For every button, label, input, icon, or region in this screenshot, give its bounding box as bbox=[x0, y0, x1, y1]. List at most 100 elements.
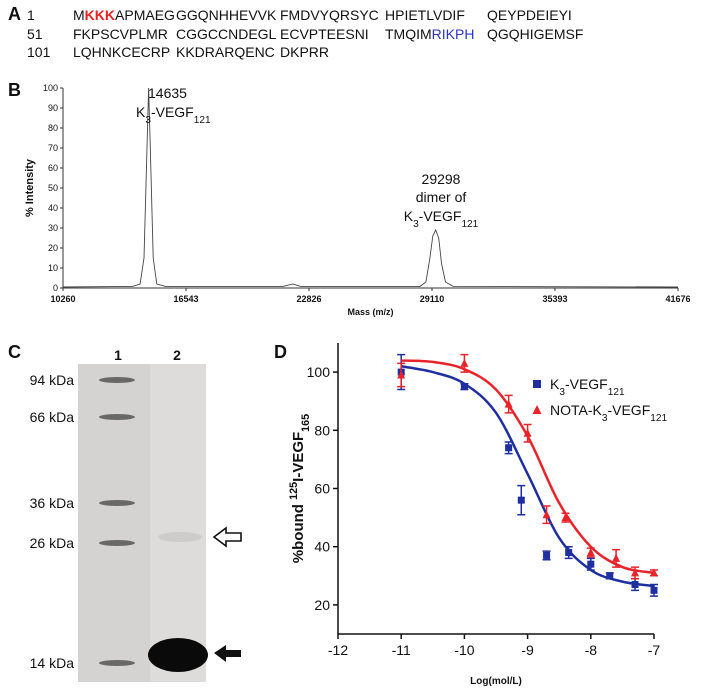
text-part: 121 bbox=[650, 413, 667, 424]
text-part: KKK bbox=[85, 7, 115, 23]
legend-label: K3-VEGF121 bbox=[550, 376, 625, 398]
x-axis-label: Log(mol/L) bbox=[470, 676, 522, 687]
text-part: 121 bbox=[194, 115, 211, 126]
text-part: 3 bbox=[559, 387, 565, 398]
panel-label: A bbox=[8, 4, 21, 24]
data-point bbox=[650, 586, 658, 594]
y-tick-label: 10 bbox=[48, 263, 58, 273]
x-tick-label: -12 bbox=[328, 642, 348, 658]
text-part: DKPRR bbox=[280, 44, 329, 60]
text-part: 3 bbox=[145, 115, 151, 126]
y-tick-label: 80 bbox=[48, 123, 58, 133]
data-point bbox=[460, 383, 468, 391]
lane-label: 2 bbox=[173, 347, 181, 363]
lane-label: 1 bbox=[114, 347, 122, 363]
data-point bbox=[650, 568, 658, 577]
panel-label: B bbox=[8, 80, 21, 100]
y-tick-label: 80 bbox=[314, 422, 330, 438]
y-tick-label: 60 bbox=[314, 481, 330, 497]
sequence-group: FKPSCVPLMR bbox=[73, 26, 168, 42]
x-tick-label: 41676 bbox=[665, 294, 690, 304]
text-part: RIKPH bbox=[432, 26, 475, 42]
sequence-group: MKKKAPMAEG bbox=[73, 7, 175, 23]
x-tick-label: 35393 bbox=[542, 294, 567, 304]
text-part: 121 bbox=[608, 387, 625, 398]
x-tick-label: -9 bbox=[521, 642, 534, 658]
marker-band bbox=[99, 377, 135, 383]
sequence-group: HPIETLVDIF bbox=[385, 7, 465, 23]
marker-label: 66 kDa bbox=[30, 409, 75, 425]
data-point bbox=[523, 428, 532, 437]
text-part: 165 bbox=[300, 414, 312, 432]
x-tick-label: -11 bbox=[392, 642, 411, 658]
data-point bbox=[561, 513, 570, 522]
legend-marker bbox=[532, 405, 542, 414]
sequence-group: QGQHIGEMSF bbox=[487, 26, 583, 42]
x-tick-label: -7 bbox=[648, 642, 661, 658]
x-tick-label: -8 bbox=[585, 642, 598, 658]
solid-arrow bbox=[214, 645, 241, 662]
sequence-group: GGQNHHEVVK bbox=[176, 7, 277, 23]
text-part: 121 bbox=[461, 219, 478, 230]
text-part: QEYPDEIEYI bbox=[487, 7, 572, 23]
sequence-group: CGGCCNDEGL bbox=[176, 26, 277, 42]
text-part: QGQHIGEMSF bbox=[487, 26, 583, 42]
y-tick-label: 100 bbox=[307, 364, 331, 380]
sequence-group: ECVPTEESNI bbox=[280, 26, 369, 42]
text-part: I-VEGF bbox=[290, 432, 307, 482]
text-part: 29298 bbox=[422, 171, 461, 187]
sequence-group: TMQIMRIKPH bbox=[385, 26, 474, 42]
data-point bbox=[631, 568, 640, 577]
residue-number: 51 bbox=[27, 26, 43, 42]
text-part: K bbox=[550, 376, 560, 392]
text-part: NOTA-K bbox=[550, 402, 603, 418]
y-tick-label: 20 bbox=[48, 243, 58, 253]
y-tick-label: 30 bbox=[48, 223, 58, 233]
text-part: FKPSCVPLMR bbox=[73, 26, 168, 42]
data-point bbox=[631, 581, 639, 589]
y-tick-label: 40 bbox=[314, 539, 330, 555]
sequence-group: QEYPDEIEYI bbox=[487, 7, 572, 23]
x-axis-label: Mass (m/z) bbox=[347, 307, 393, 317]
y-tick-label: 70 bbox=[48, 143, 58, 153]
data-point bbox=[543, 551, 551, 559]
text-part: -VEGF bbox=[151, 104, 194, 120]
data-point bbox=[504, 399, 513, 408]
y-tick-label: 50 bbox=[48, 183, 58, 193]
sequence-group: FMDVYQRSYC bbox=[280, 7, 379, 23]
text-part: CGGCCNDEGL bbox=[176, 26, 277, 42]
text-part: ECVPTEESNI bbox=[280, 26, 369, 42]
y-tick-label: 0 bbox=[53, 283, 58, 293]
legend-marker bbox=[533, 380, 541, 388]
data-point bbox=[517, 496, 525, 504]
text-part: M bbox=[73, 7, 85, 23]
y-axis-label: % Intensity bbox=[24, 158, 36, 217]
gel-lane-background bbox=[150, 364, 206, 682]
y-axis-label: %bound 125I-VEGF165 bbox=[288, 414, 312, 563]
x-tick-label: 10260 bbox=[50, 294, 75, 304]
text-part: -VEGF bbox=[419, 208, 462, 224]
sequence-group: DKPRR bbox=[280, 44, 329, 60]
marker-band bbox=[99, 660, 135, 666]
x-tick-label: 22826 bbox=[296, 294, 321, 304]
text-part: %bound bbox=[290, 500, 307, 563]
x-tick-label: 16543 bbox=[173, 294, 198, 304]
peak-annotation: 29298 bbox=[422, 171, 461, 187]
text-part: 3 bbox=[413, 219, 419, 230]
panel-label: C bbox=[8, 342, 21, 362]
x-tick-label: 29110 bbox=[420, 294, 445, 304]
hollow-arrow bbox=[212, 526, 242, 548]
text-part: HPIETLVDIF bbox=[385, 7, 465, 23]
marker-label: 14 kDa bbox=[30, 655, 75, 671]
text-part: -VEGF bbox=[607, 402, 650, 418]
protein-band bbox=[148, 638, 208, 672]
y-tick-label: 100 bbox=[43, 83, 58, 93]
marker-band bbox=[99, 540, 135, 546]
text-part: 14635 bbox=[148, 85, 187, 101]
sequence-group: LQHNKCECRP bbox=[73, 44, 170, 60]
y-tick-label: 20 bbox=[314, 597, 330, 613]
legend-label: NOTA-K3-VEGF121 bbox=[550, 402, 667, 424]
data-point bbox=[505, 444, 513, 452]
data-point bbox=[460, 358, 469, 367]
marker-label: 36 kDa bbox=[30, 495, 75, 511]
